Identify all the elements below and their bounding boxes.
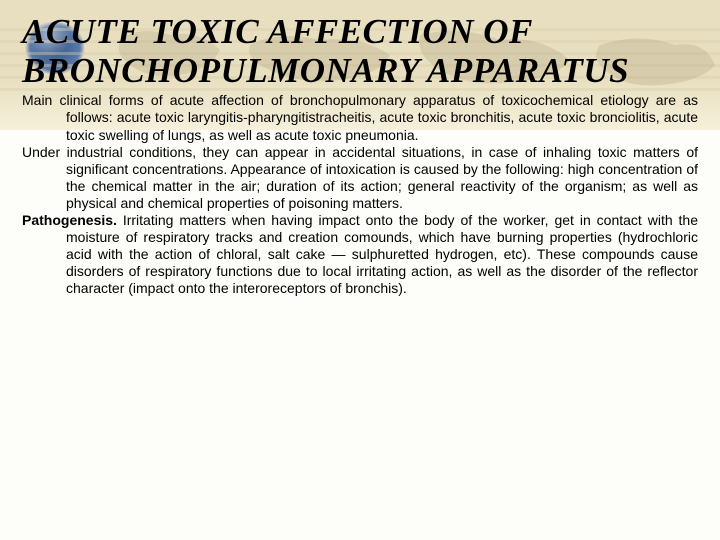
body-text: Main clinical forms of acute affection o… <box>22 92 698 297</box>
paragraph-1: Main clinical forms of acute affection o… <box>22 92 698 143</box>
slide-content: ACUTE TOXIC AFFECTION OF BRONCHOPULMONAR… <box>0 0 720 309</box>
paragraph-2: Under industrial conditions, they can ap… <box>22 144 698 212</box>
paragraph-3: Pathogenesis. Irritating matters when ha… <box>22 212 698 297</box>
bold-lead: Pathogenesis. <box>22 212 117 228</box>
slide-title: ACUTE TOXIC AFFECTION OF BRONCHOPULMONAR… <box>22 12 698 90</box>
